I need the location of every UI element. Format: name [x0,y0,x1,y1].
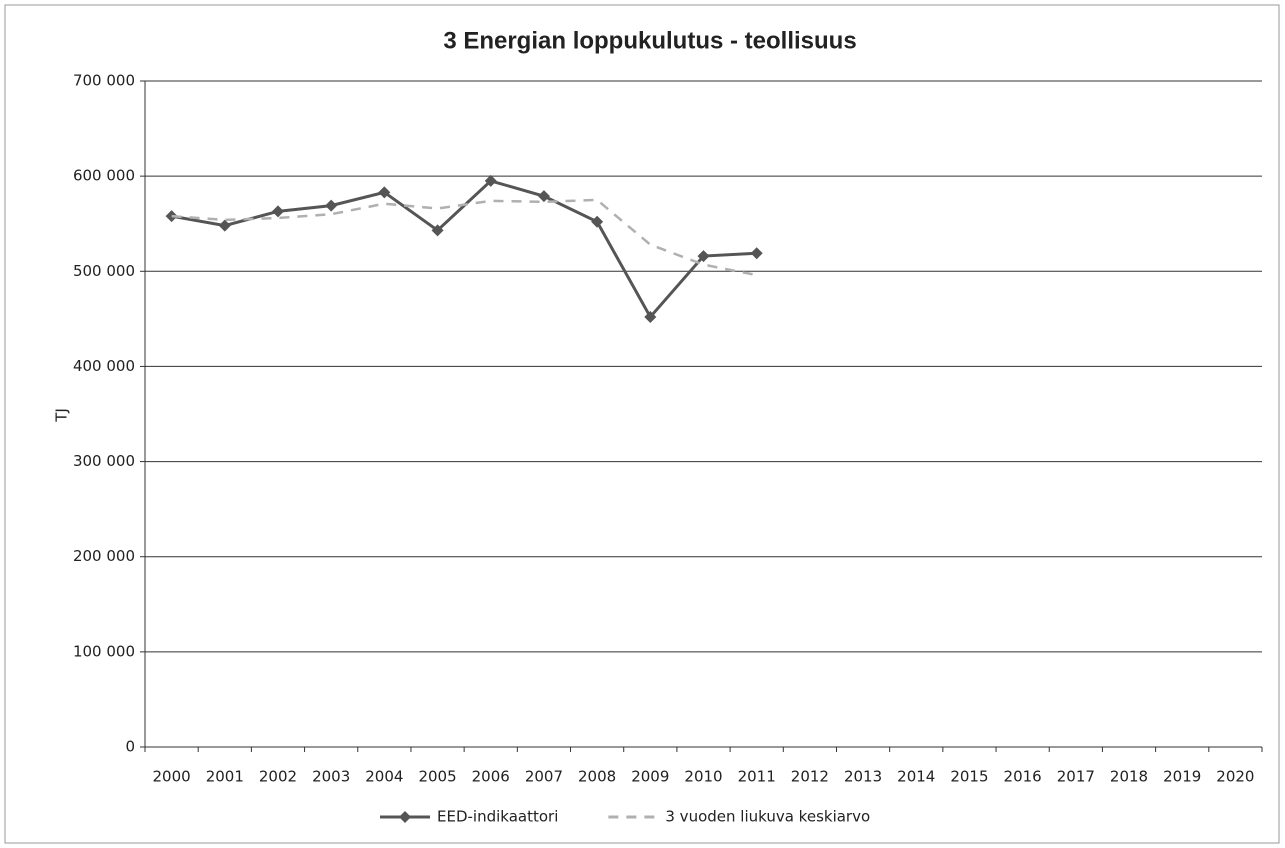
x-tick-label: 2011 [738,768,776,786]
y-tick-label: 0 [125,738,135,756]
x-tick-label: 2007 [525,768,563,786]
x-tick-label: 2015 [950,768,988,786]
y-tick-label: 600 000 [73,167,135,185]
x-tick-label: 2019 [1163,768,1201,786]
y-tick-label: 200 000 [73,547,135,565]
point [431,224,444,237]
y-tick-label: 400 000 [73,357,135,375]
y-tick-label: 300 000 [73,452,135,470]
x-tick-label: 2016 [1004,768,1042,786]
x-tick-label: 2003 [312,768,350,786]
chart-title: 3 Energian loppukulutus - teollisuus [443,27,856,54]
point [218,219,231,232]
point [378,186,391,199]
legend-label: EED-indikaattori [437,808,558,826]
point [697,250,710,263]
x-tick-label: 2000 [153,768,191,786]
y-tick-label: 700 000 [73,72,135,90]
point [325,199,338,212]
x-tick-label: 2010 [684,768,722,786]
x-tick-label: 2017 [1057,768,1095,786]
x-tick-label: 2005 [418,768,456,786]
point [484,174,497,187]
legend-label: 3 vuoden liukuva keskiarvo [665,808,870,826]
x-tick-label: 2018 [1110,768,1148,786]
point [750,247,763,260]
x-tick-label: 2014 [897,768,935,786]
series-line [171,179,757,320]
x-tick-label: 2001 [206,768,244,786]
x-tick-label: 2002 [259,768,297,786]
y-tick-label: 500 000 [73,262,135,280]
x-tick-label: 2004 [365,768,403,786]
x-tick-label: 2008 [578,768,616,786]
x-tick-label: 2012 [791,768,829,786]
x-tick-label: 2009 [631,768,669,786]
point [271,205,284,218]
y-tick-label: 100 000 [73,642,135,660]
series-line [171,198,757,277]
x-tick-label: 2020 [1216,768,1254,786]
point [591,215,604,228]
point [537,190,550,203]
chart-frame [4,4,1280,844]
legend-marker [399,811,411,823]
y-axis-label: TJ [53,408,71,423]
point [644,310,657,323]
x-tick-label: 2013 [844,768,882,786]
x-tick-label: 2006 [472,768,510,786]
